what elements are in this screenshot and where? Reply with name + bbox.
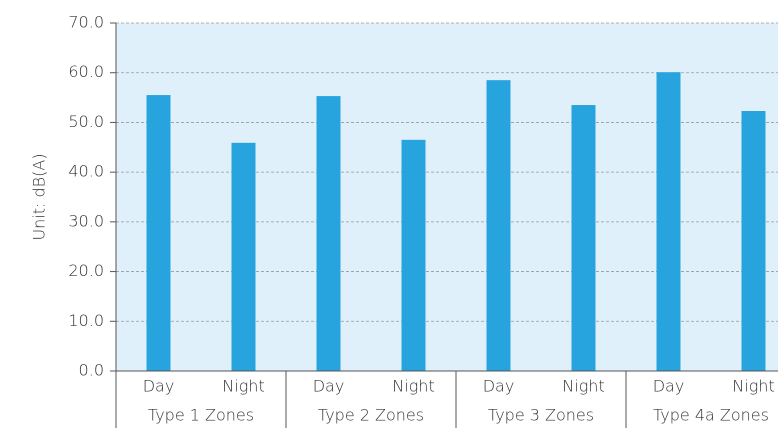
x-tick-label: Night (392, 377, 434, 396)
y-tick-label: 50.0 (68, 112, 104, 131)
bar (231, 142, 256, 371)
y-tick-label: 10.0 (68, 311, 104, 330)
x-tick-label: Night (222, 377, 264, 396)
group-label: Type 1 Zones (148, 406, 254, 425)
x-tick-label: Day (483, 377, 515, 396)
y-tick-label: 30.0 (68, 211, 104, 230)
y-tick-label: 0.0 (79, 361, 104, 380)
x-tick-label: Day (653, 377, 685, 396)
y-tick-label: 60.0 (68, 62, 104, 81)
bar (316, 96, 341, 371)
x-tick-label: Day (143, 377, 175, 396)
x-tick-label: Day (313, 377, 345, 396)
y-tick-label: 40.0 (68, 162, 104, 181)
y-tick-label: 70.0 (68, 13, 104, 32)
bar (146, 95, 171, 371)
bar (741, 110, 766, 371)
bar (656, 72, 681, 372)
group-label: Type 3 Zones (488, 406, 594, 425)
y-axis-label: Unit: dB(A) (30, 153, 49, 240)
y-tick-label: 20.0 (68, 261, 104, 280)
bar (486, 80, 511, 372)
group-label: Type 4a Zones (653, 406, 769, 425)
group-label: Type 2 Zones (318, 406, 424, 425)
x-tick-label: Night (562, 377, 604, 396)
bar (401, 139, 426, 371)
bar (571, 105, 596, 372)
x-tick-label: Night (732, 377, 774, 396)
